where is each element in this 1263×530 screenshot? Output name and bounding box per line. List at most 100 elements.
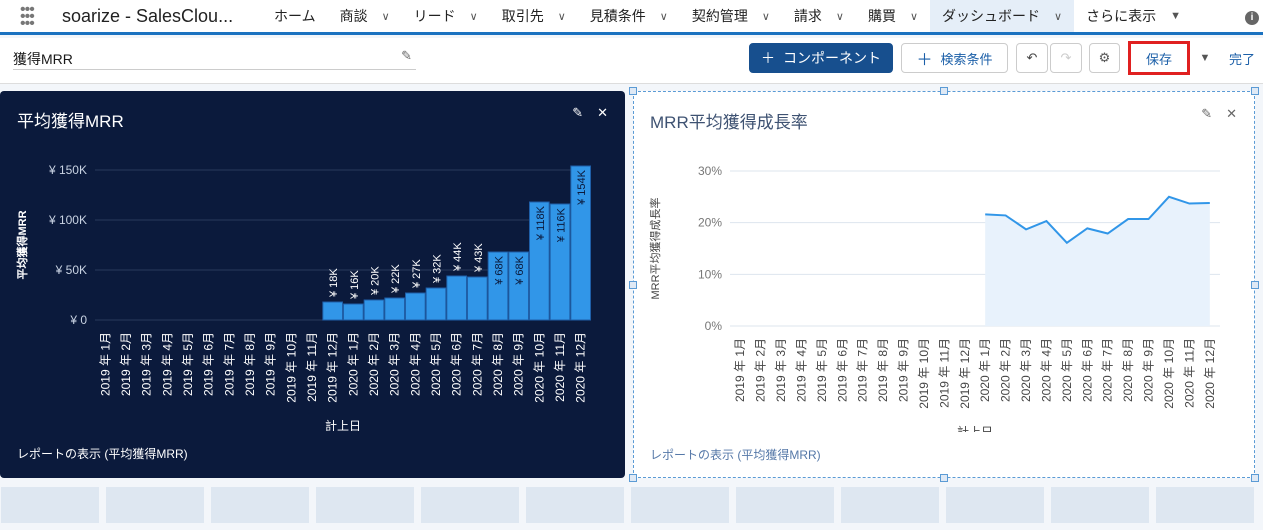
bar [384, 297, 406, 321]
chevron-down-icon[interactable]: ∨ [381, 10, 390, 23]
x-tick-label: 2019 年 5月 [181, 332, 195, 396]
x-axis-label: 計上日 [957, 424, 993, 432]
pencil-icon[interactable]: ✎ [1201, 106, 1213, 121]
chevron-down-icon[interactable]: ∨ [909, 10, 919, 23]
x-tick-label: 2020 年 2月 [367, 332, 381, 396]
empty-widget-slot[interactable] [1156, 487, 1254, 523]
bar [405, 292, 426, 321]
empty-widget-slot[interactable] [1, 487, 99, 523]
nav-item[interactable]: ホーム [262, 0, 328, 32]
empty-widget-slot[interactable] [526, 487, 624, 523]
close-icon[interactable]: ✕ [597, 105, 608, 120]
x-tick-label: 2020 年 9月 [1142, 338, 1156, 402]
pencil-icon[interactable]: ✎ [572, 105, 584, 120]
add-component-label: コンポーネント [783, 50, 881, 66]
redo-icon: ↷ [1060, 50, 1072, 65]
view-report-link[interactable]: レポートの表示 (平均獲得MRR) [650, 448, 821, 462]
empty-widget-slot[interactable] [211, 487, 309, 523]
empty-widget-slot[interactable] [316, 487, 414, 523]
dashboard-title: 獲得MRR [13, 51, 73, 67]
info-icon[interactable]: i [1245, 11, 1259, 25]
resize-handle[interactable] [1251, 281, 1259, 289]
nav-item[interactable]: 契約管理 ∨ [680, 0, 782, 32]
nav-item[interactable]: ダッシュボード ∨ [930, 0, 1075, 32]
chevron-down-icon[interactable]: ∨ [835, 10, 844, 23]
widget-mrr-growth[interactable]: MRR平均獲得成長率 ✎ ✕ 0% 10% 20% 30% 2019 年 1月 2019 年… [633, 91, 1255, 478]
nav-item[interactable]: 請求 ∨ [782, 0, 856, 32]
bar [467, 276, 488, 321]
nav-item[interactable]: 購買 ∨ [856, 0, 930, 32]
nav-item[interactable]: 見積条件 ∨ [578, 0, 680, 32]
resize-handle[interactable] [940, 474, 948, 482]
x-tick-label: 2020 年 11月 [1182, 338, 1196, 408]
chevron-down-icon[interactable]: ∨ [761, 10, 770, 23]
redo-button[interactable]: ↷ [1050, 43, 1082, 73]
resize-handle[interactable] [629, 281, 637, 289]
y-tick-label: 10% [698, 267, 722, 281]
x-tick-label: 2019 年 9月 [897, 338, 911, 402]
nav-item[interactable]: リード ∨ [402, 0, 490, 32]
chevron-down-icon[interactable]: ∨ [1054, 10, 1063, 23]
data-label: ¥ 116K [556, 207, 568, 243]
x-tick-label: 2020 年 12月 [574, 332, 588, 403]
y-tick-label: ¥ 150K [48, 163, 87, 177]
empty-widget-slot[interactable] [421, 487, 519, 523]
save-button[interactable]: 保存 [1128, 41, 1190, 75]
bar-chart: ¥ 0 ¥ 50K ¥ 100K ¥ 150K 2019 年 1月 2019 年 2月 20… [15, 163, 591, 431]
x-tick-label: 2019 年 12月 [326, 332, 340, 403]
undo-button[interactable]: ↶ [1016, 43, 1048, 73]
x-tick-label: 2020 年 10月 [1162, 338, 1176, 409]
settings-button[interactable]: ⚙ [1089, 43, 1120, 73]
app-launcher-icon[interactable]: ••• ••• ••• [20, 0, 35, 32]
y-axis-label: 平均獲得MRR [15, 210, 29, 279]
empty-widget-slot[interactable] [736, 487, 834, 523]
nav-item[interactable]: さらに表示 ▼ [1074, 0, 1193, 32]
x-tick-label: 2019 年 7月 [222, 332, 236, 396]
data-label: ¥ 27K [411, 259, 423, 289]
x-tick-label: 2019 年 4月 [160, 332, 174, 396]
resize-handle[interactable] [940, 87, 948, 95]
y-tick-label: ¥ 50K [55, 263, 87, 277]
done-button[interactable]: 完了 [1228, 51, 1255, 67]
nav-item-label: ホーム [274, 8, 316, 24]
resize-handle[interactable] [1251, 87, 1259, 95]
nav-item[interactable]: 商談 ∨ [328, 0, 402, 32]
resize-handle[interactable] [1251, 474, 1259, 482]
y-tick-label: ¥ 0 [69, 313, 87, 327]
nav-item[interactable]: 取引先 ∨ [490, 0, 578, 32]
chevron-down-icon[interactable]: ∨ [659, 10, 668, 23]
y-axis-label: MRR平均獲得成長率 [648, 197, 662, 299]
app-name: soarize - SalesClou... [62, 5, 234, 26]
dashboard-title-field[interactable]: 獲得MRR ✎ [13, 46, 416, 70]
empty-widget-slot[interactable] [841, 487, 939, 523]
empty-widget-slot[interactable] [631, 487, 729, 523]
resize-handle[interactable] [629, 87, 637, 95]
x-tick-label: 2020 年 2月 [999, 338, 1013, 402]
x-tick-label: 2019 年 1月 [733, 338, 747, 402]
x-tick-label: 2020 年 9月 [512, 332, 526, 396]
caret-down-icon[interactable]: ▼ [1170, 10, 1181, 22]
save-options-button[interactable]: ▼ [1193, 43, 1217, 73]
x-tick-label: 2019 年 2月 [119, 332, 133, 396]
nav-item-label: 契約管理 [691, 8, 748, 24]
pencil-icon[interactable]: ✎ [401, 48, 412, 63]
empty-widget-slot[interactable] [1051, 487, 1149, 523]
chevron-down-icon[interactable]: ∨ [469, 10, 478, 23]
chevron-down-icon[interactable]: ∨ [557, 10, 566, 23]
close-icon[interactable]: ✕ [1226, 106, 1237, 121]
bar [425, 287, 447, 321]
global-nav: ••• ••• ••• soarize - SalesClou... ホーム 商談 ∨ リ… [0, 0, 1263, 35]
add-component-button[interactable]: ＋ コンポーネント [749, 43, 893, 73]
view-report-link[interactable]: レポートの表示 (平均獲得MRR) [17, 447, 188, 461]
dashboard-toolbar: 獲得MRR ✎ ＋ コンポーネント ＋ 検索条件 ↶ ↷ ⚙ 保存 ▼ 完了 [0, 38, 1263, 84]
resize-handle[interactable] [629, 474, 637, 482]
area-chart: 0% 10% 20% 30% 2019 年 1月 2019 年 2月 2019 年 3月 20… [648, 164, 1220, 432]
y-tick-label: 0% [705, 319, 723, 333]
empty-widget-slot[interactable] [946, 487, 1044, 523]
bar [322, 301, 344, 321]
x-tick-label: 2020 年 1月 [978, 338, 992, 402]
widget-avg-mrr[interactable]: 平均獲得MRR ✎ ✕ ¥ 0 ¥ 50K ¥ 100K ¥ 150K 2019 年 1月… [0, 91, 625, 478]
add-filter-button[interactable]: ＋ 検索条件 [901, 43, 1008, 73]
x-tick-label: 2020 年 6月 [1080, 338, 1094, 402]
empty-widget-slot[interactable] [106, 487, 204, 523]
